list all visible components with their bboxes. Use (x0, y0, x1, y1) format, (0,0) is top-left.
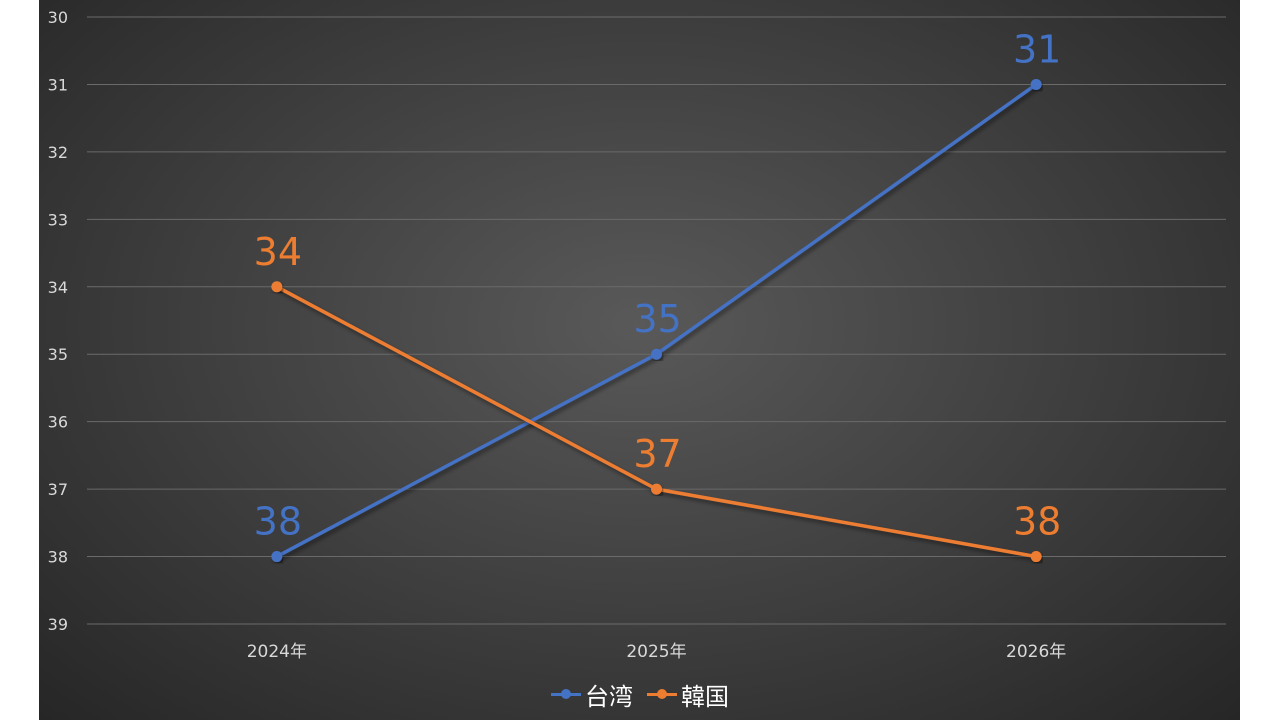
data-label: 38 (1013, 500, 1061, 544)
legend-item-taiwan: 台湾 (551, 677, 633, 712)
data-point (651, 483, 662, 495)
legend-key-taiwan (551, 687, 581, 701)
data-label: 34 (254, 230, 302, 274)
legend-label-korea: 韓国 (681, 682, 729, 711)
data-label: 35 (633, 297, 681, 341)
data-point (1030, 551, 1042, 563)
data-point (271, 281, 283, 293)
x-tick-label: 2025年 (626, 642, 686, 662)
data-label: 37 (633, 432, 681, 476)
y-tick-label: 35 (48, 345, 68, 364)
y-tick-label: 31 (48, 75, 68, 94)
y-tick-label: 33 (48, 210, 68, 229)
y-tick-label: 39 (48, 615, 68, 634)
y-tick-label: 30 (48, 8, 68, 27)
legend-label-taiwan: 台湾 (585, 682, 633, 711)
data-point (1030, 78, 1042, 90)
chart-area: 30 31 32 33 34 35 36 37 38 39 2024年 2025年 2026年 38 3… (39, 0, 1240, 720)
data-point (651, 348, 662, 360)
data-label: 31 (1013, 27, 1061, 71)
line-chart: 30 31 32 33 34 35 36 37 38 39 2024年 2025年 2026年 38 3… (48, 8, 1226, 662)
legend-item-korea: 韓国 (647, 677, 729, 712)
y-tick-label: 38 (48, 548, 68, 567)
x-tick-label: 2026年 (1006, 642, 1066, 662)
data-label: 38 (254, 500, 302, 544)
y-tick-label: 37 (48, 480, 68, 499)
y-tick-label: 36 (48, 413, 68, 432)
x-tick-label: 2024年 (247, 642, 307, 662)
y-tick-label: 34 (48, 278, 68, 297)
y-tick-label: 32 (48, 143, 68, 162)
data-point (271, 551, 283, 563)
legend-key-korea (647, 687, 677, 701)
legend: 台湾 韓国 (551, 676, 729, 712)
